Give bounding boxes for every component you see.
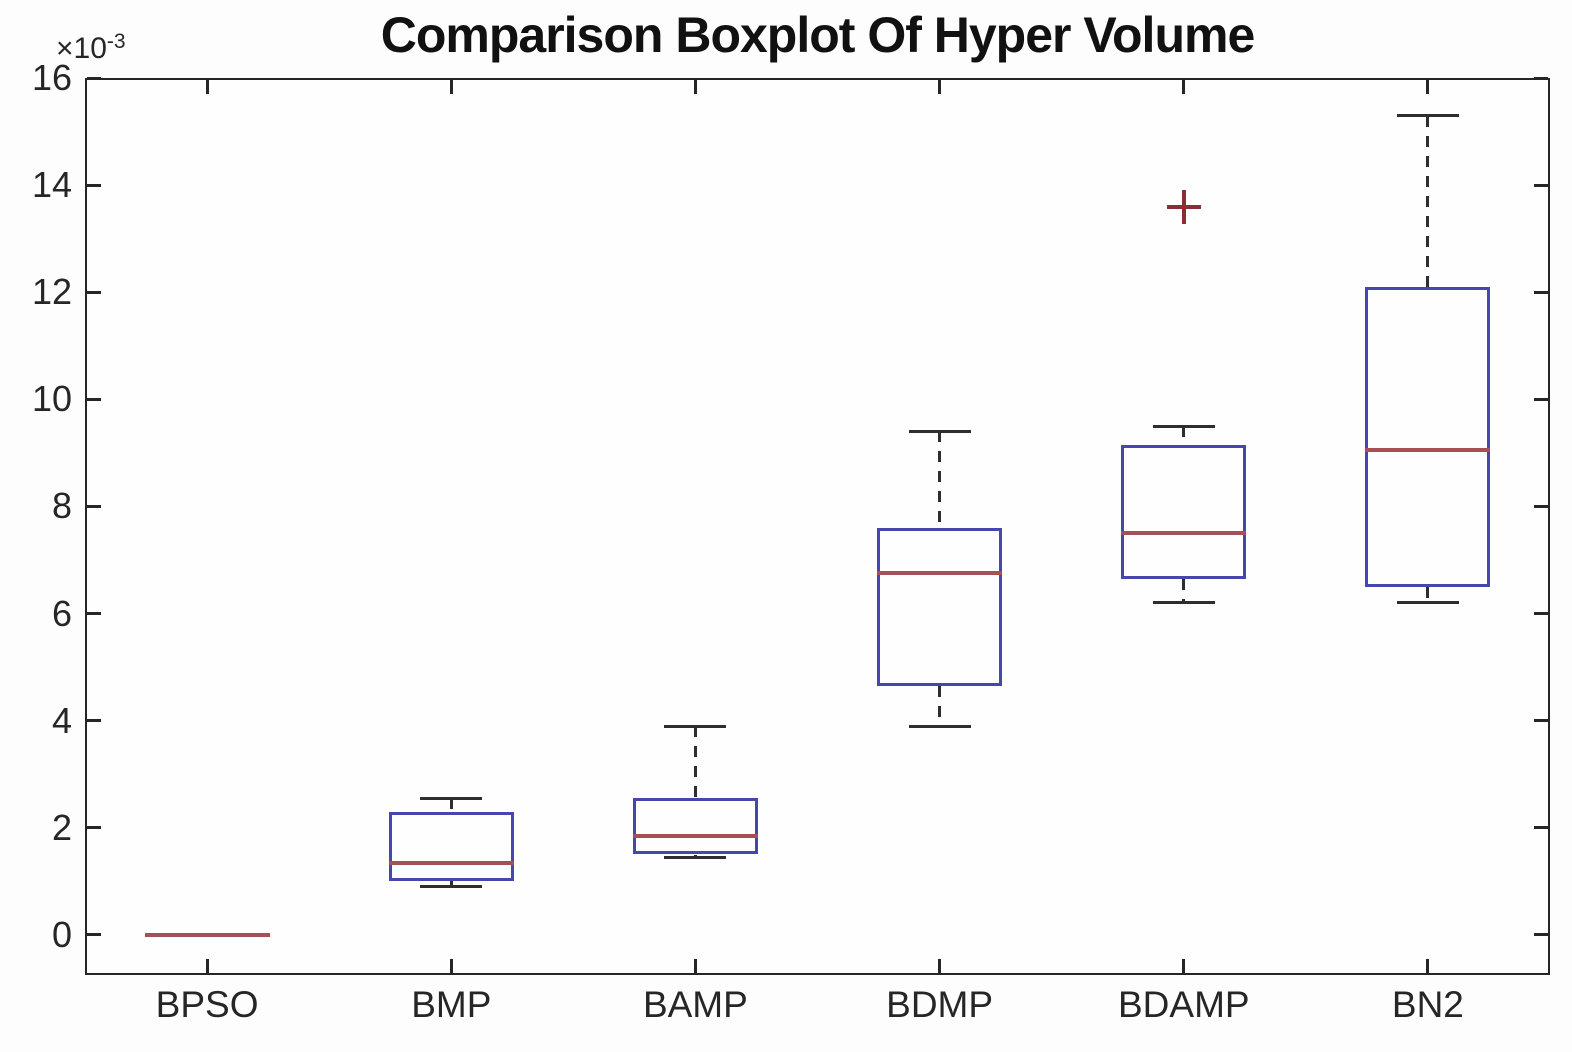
chart-title: Comparison Boxplot Of Hyper Volume [380, 7, 1256, 63]
x-category-label: BDMP [886, 984, 994, 1025]
x-category-label: BDAMP [1118, 984, 1250, 1025]
y-axis-offset-label: ×10-3 [56, 30, 126, 66]
y-tick-label: 0 [51, 913, 72, 955]
x-category-label: BAMP [642, 984, 748, 1025]
y-tick-label: 4 [51, 699, 72, 741]
x-category-label: BPSO [155, 984, 259, 1025]
y-tick-label: 2 [51, 806, 72, 848]
y-tick-label: 10 [31, 378, 72, 420]
plot-area [85, 78, 1550, 975]
y-tick-label: 12 [31, 271, 72, 313]
y-tick-label: 14 [31, 164, 72, 206]
y-tick-label: 8 [51, 485, 72, 527]
x-category-label: BN2 [1391, 984, 1464, 1025]
offset-mantissa: ×10 [56, 32, 107, 65]
y-tick-label: 6 [51, 592, 72, 634]
x-category-label: BMP [411, 984, 492, 1025]
offset-exponent: -3 [106, 30, 126, 53]
